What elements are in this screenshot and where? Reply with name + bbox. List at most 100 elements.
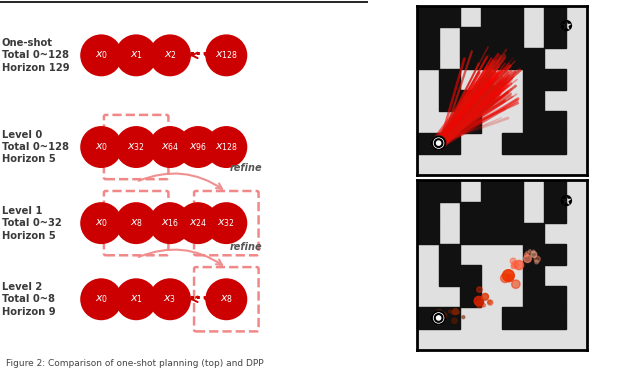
Bar: [545, 202, 566, 223]
Circle shape: [529, 250, 531, 253]
Text: $x_{128}$: $x_{128}$: [215, 141, 238, 153]
Text: $x_{3}$: $x_{3}$: [163, 294, 177, 305]
Ellipse shape: [205, 126, 247, 168]
Ellipse shape: [80, 126, 122, 168]
Circle shape: [436, 316, 441, 320]
Text: $x_{1}$: $x_{1}$: [130, 294, 143, 305]
Text: $x_{0}$: $x_{0}$: [95, 49, 108, 61]
Circle shape: [500, 273, 509, 283]
Ellipse shape: [80, 34, 122, 76]
Text: $x_{96}$: $x_{96}$: [189, 141, 207, 153]
Bar: [502, 180, 524, 202]
Bar: [524, 265, 545, 286]
Bar: [545, 69, 566, 90]
Circle shape: [435, 139, 443, 147]
Circle shape: [432, 136, 445, 150]
Bar: [481, 27, 502, 48]
Circle shape: [502, 270, 515, 282]
Bar: [438, 132, 460, 154]
Circle shape: [476, 301, 483, 308]
Bar: [417, 132, 438, 154]
Bar: [524, 132, 545, 154]
Circle shape: [477, 287, 482, 292]
Ellipse shape: [80, 202, 122, 244]
Ellipse shape: [205, 278, 247, 320]
Text: $x_{32}$: $x_{32}$: [127, 141, 145, 153]
Text: Level 2
Total 0~8
Horizon 9: Level 2 Total 0~8 Horizon 9: [2, 282, 56, 317]
Bar: [545, 244, 566, 265]
Circle shape: [462, 315, 465, 318]
Bar: [417, 27, 438, 48]
Bar: [524, 307, 545, 328]
Text: ···: ···: [188, 46, 208, 64]
Bar: [545, 180, 566, 202]
Bar: [460, 202, 481, 223]
Circle shape: [432, 311, 445, 325]
Ellipse shape: [177, 202, 219, 244]
Circle shape: [452, 309, 458, 315]
Bar: [417, 202, 438, 223]
Bar: [502, 307, 524, 328]
Bar: [502, 202, 524, 223]
Bar: [545, 6, 566, 27]
Text: $x_{2}$: $x_{2}$: [163, 49, 177, 61]
Ellipse shape: [205, 34, 247, 76]
Circle shape: [532, 250, 535, 253]
Circle shape: [524, 255, 531, 263]
Circle shape: [511, 280, 520, 288]
Bar: [460, 90, 481, 111]
Ellipse shape: [149, 278, 191, 320]
Text: $x_{24}$: $x_{24}$: [189, 217, 207, 229]
Text: refine: refine: [230, 163, 262, 173]
Bar: [460, 286, 481, 307]
Circle shape: [510, 258, 516, 264]
Ellipse shape: [80, 278, 122, 320]
Circle shape: [474, 296, 483, 306]
Bar: [438, 244, 460, 265]
Bar: [417, 223, 438, 244]
Ellipse shape: [115, 126, 157, 168]
Circle shape: [480, 300, 484, 304]
Circle shape: [439, 312, 447, 320]
Bar: [460, 27, 481, 48]
Ellipse shape: [205, 202, 247, 244]
Text: $x_{32}$: $x_{32}$: [218, 217, 236, 229]
Circle shape: [526, 251, 529, 255]
Bar: [502, 223, 524, 244]
Circle shape: [534, 256, 540, 262]
Bar: [417, 307, 438, 328]
Bar: [438, 180, 460, 202]
Bar: [417, 6, 438, 27]
Circle shape: [456, 311, 460, 314]
Bar: [524, 111, 545, 132]
Ellipse shape: [115, 202, 157, 244]
Bar: [502, 6, 524, 27]
Text: $x_{8}$: $x_{8}$: [220, 294, 233, 305]
Bar: [524, 48, 545, 69]
Bar: [481, 6, 502, 27]
Bar: [438, 69, 460, 90]
Circle shape: [436, 141, 441, 145]
Text: $x_{1}$: $x_{1}$: [130, 49, 143, 61]
Bar: [502, 48, 524, 69]
Text: refine: refine: [230, 243, 262, 252]
Circle shape: [511, 264, 516, 269]
Circle shape: [515, 260, 524, 270]
Bar: [545, 27, 566, 48]
Bar: [460, 48, 481, 69]
Bar: [545, 132, 566, 154]
Circle shape: [524, 253, 528, 257]
Text: ✪: ✪: [559, 194, 572, 209]
Circle shape: [488, 300, 492, 304]
Bar: [524, 244, 545, 265]
Circle shape: [449, 310, 452, 313]
Circle shape: [452, 310, 456, 315]
Bar: [524, 223, 545, 244]
Bar: [481, 223, 502, 244]
Bar: [545, 307, 566, 328]
Bar: [460, 265, 481, 286]
Bar: [545, 286, 566, 307]
Text: $x_{0}$: $x_{0}$: [95, 217, 108, 229]
Ellipse shape: [149, 34, 191, 76]
Bar: [417, 180, 438, 202]
